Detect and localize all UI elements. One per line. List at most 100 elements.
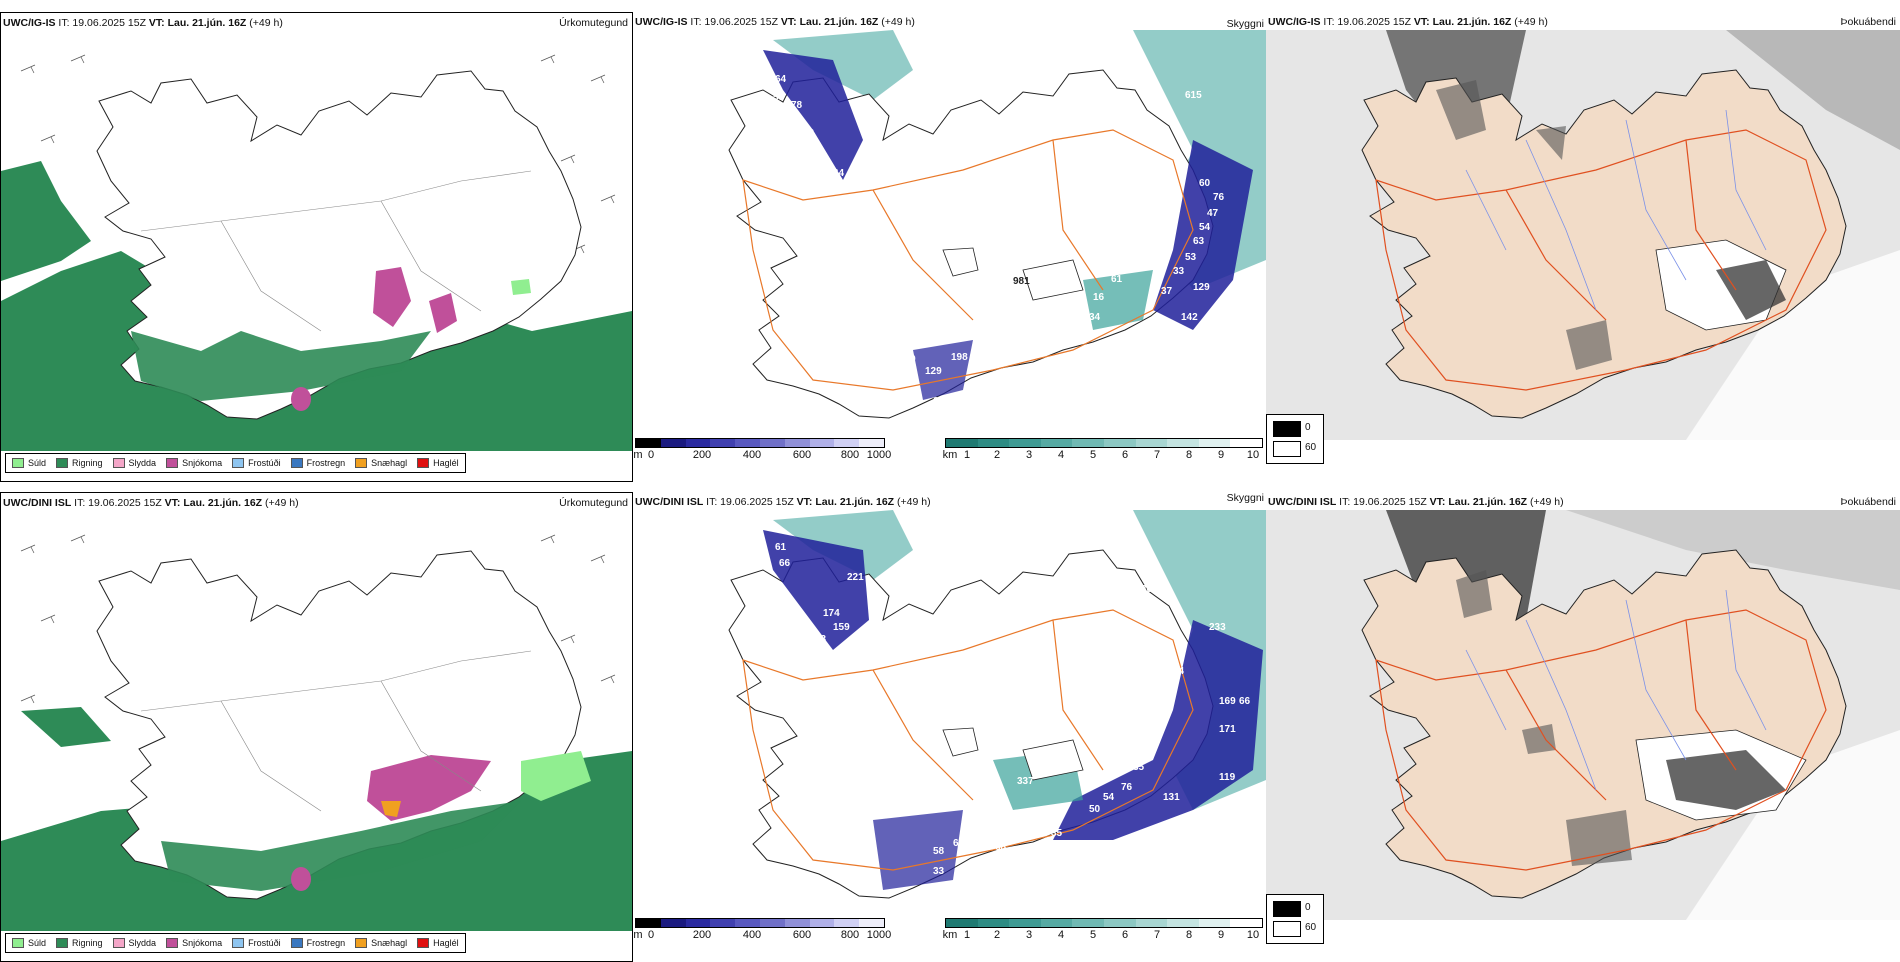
- vis-label: 615: [1185, 90, 1202, 101]
- vis-label: 16: [1093, 292, 1105, 303]
- elev-tick: 800: [840, 449, 860, 461]
- vis-label: 64: [833, 168, 845, 179]
- elev-tick: 400: [742, 449, 762, 461]
- fog-patches: [1456, 570, 1632, 866]
- visibility-map[interactable]: 64 53 78 68 83 64 102 98 990 129 198 64 …: [633, 30, 1266, 440]
- vis-label: 26: [1053, 756, 1065, 767]
- fog-map[interactable]: [1266, 510, 1900, 920]
- panel-header: UWC/DINI ISL IT: 19.06.2025 15Z VT: Lau.…: [1268, 496, 1564, 508]
- vis-label: 68: [995, 842, 1007, 853]
- vis-label: 174: [823, 608, 840, 619]
- elevation-colorbar: m 0 200 400 600 800 1000: [633, 438, 891, 462]
- fog-map[interactable]: [1266, 30, 1900, 440]
- elev-tick: 200: [692, 929, 712, 941]
- precip-map[interactable]: [1, 31, 632, 451]
- legend-item-snow-pellets: Snæhagl: [355, 938, 407, 948]
- panel-title: Úrkomutegund: [559, 497, 628, 509]
- vis-label: 78: [791, 100, 803, 111]
- vis-label: 37: [1161, 286, 1173, 297]
- elev-tick: 600: [792, 449, 812, 461]
- vis-label: 60: [1199, 178, 1211, 189]
- vis-label: 981: [1013, 276, 1030, 287]
- fog-patches: [1436, 80, 1612, 370]
- rain-area-south: [161, 801, 521, 891]
- low-vis-e: [1053, 620, 1263, 840]
- glaciers: [942, 727, 1084, 781]
- elev-tick: 0: [647, 929, 655, 941]
- vis-label: 171: [1219, 724, 1236, 735]
- vis-label: 68: [793, 116, 805, 127]
- legend-value-black: 0: [1305, 422, 1311, 433]
- elev-tick: 800: [840, 929, 860, 941]
- vis-tick: 7: [1153, 449, 1161, 461]
- vis-label: 83: [803, 128, 815, 139]
- legend-item-freezing-drizzle: Frostúði: [232, 938, 281, 948]
- vis-label: 198: [951, 352, 968, 363]
- snow-area-2: [429, 293, 457, 333]
- vis-tick: 2: [993, 929, 1001, 941]
- rain-area-west: [21, 687, 205, 747]
- vis-label: 48: [1157, 612, 1169, 623]
- fog-area-nw: [773, 30, 913, 100]
- legend-item-rain: Rigning: [56, 938, 103, 948]
- legend-value-black: 0: [1305, 902, 1311, 913]
- vis-label: 129: [925, 366, 942, 377]
- panel-header: UWC/IG-IS IT: 19.06.2025 15Z VT: Lau. 21…: [1268, 16, 1548, 28]
- panel-title: Skyggni: [1226, 18, 1264, 30]
- legend-item-rain: Rigning: [56, 458, 103, 468]
- visibility-map[interactable]: 61 66 221 174 159 73 126 28 337 26 54 50…: [633, 510, 1266, 920]
- vis-unit: km: [942, 929, 958, 941]
- vis-label: 53: [773, 92, 785, 103]
- vis-tick: 3: [1025, 449, 1033, 461]
- vis-tick: 3: [1025, 929, 1033, 941]
- roads: [742, 609, 1194, 871]
- vis-label: 81: [893, 374, 905, 385]
- low-vis-s: [913, 340, 973, 400]
- drizzle-area: [511, 279, 531, 295]
- elev-unit: m: [633, 929, 643, 941]
- vis-label: 58: [933, 846, 945, 857]
- vis-label: 142: [1181, 312, 1198, 323]
- vis-unit: km: [942, 449, 958, 461]
- vis-tick: 4: [1057, 929, 1065, 941]
- legend-swatch-black: [1273, 421, 1301, 437]
- vis-label: 34: [1089, 312, 1101, 323]
- legend-swatch-white: [1273, 921, 1301, 937]
- panel-title: Skyggni: [1226, 492, 1264, 504]
- vis-label: 61: [775, 542, 787, 553]
- vis-label: 159: [833, 622, 850, 633]
- vis-label: 61: [1111, 274, 1123, 285]
- vis-tick: 8: [1185, 929, 1193, 941]
- vis-label: 47: [1207, 208, 1219, 219]
- vis-label: 76: [1121, 782, 1133, 793]
- legend-item-drizzle: Súld: [12, 938, 46, 948]
- elev-tick: 1000: [866, 449, 892, 461]
- visibility-panel: UWC/IG-IS IT: 19.06.2025 15Z VT: Lau. 21…: [633, 12, 1266, 482]
- cloud-area-se: [1686, 730, 1900, 920]
- vis-label: 64: [775, 74, 787, 85]
- vis-label: 54: [1199, 222, 1211, 233]
- vis-label: 80: [1141, 584, 1153, 595]
- glaciers: [942, 247, 1084, 301]
- roads: [742, 129, 1194, 391]
- vis-label: 54: [1103, 792, 1115, 803]
- legend-item-freezing-rain: Frostregn: [290, 938, 345, 948]
- fog-area-se: [1083, 270, 1153, 330]
- vis-tick: 8: [1185, 449, 1193, 461]
- vis-label: 33: [933, 866, 945, 877]
- precip-type-legend: Súld Rigning Slydda Snjókoma Frostúði Fr…: [5, 453, 466, 473]
- drizzle-area: [521, 751, 591, 801]
- vis-label: 66: [953, 838, 965, 849]
- precip-map[interactable]: [1, 511, 632, 931]
- fog-indicator-panel: UWC/IG-IS IT: 19.06.2025 15Z VT: Lau. 21…: [1266, 12, 1900, 482]
- roads: [140, 650, 532, 812]
- rivers: [1465, 589, 1767, 791]
- vis-label: 221: [847, 572, 864, 583]
- fog-area-nw: [773, 510, 913, 580]
- legend-item-sleet: Slydda: [112, 458, 156, 468]
- vis-label: 71: [1065, 328, 1077, 339]
- panel-header: UWC/IG-IS IT: 19.06.2025 15Z VT: Lau. 21…: [635, 16, 915, 28]
- vis-label: 233: [1209, 622, 1226, 633]
- panel-header: UWC/IG-IS IT: 19.06.2025 15Z VT: Lau. 21…: [3, 17, 283, 29]
- vis-label: 119: [1219, 772, 1236, 783]
